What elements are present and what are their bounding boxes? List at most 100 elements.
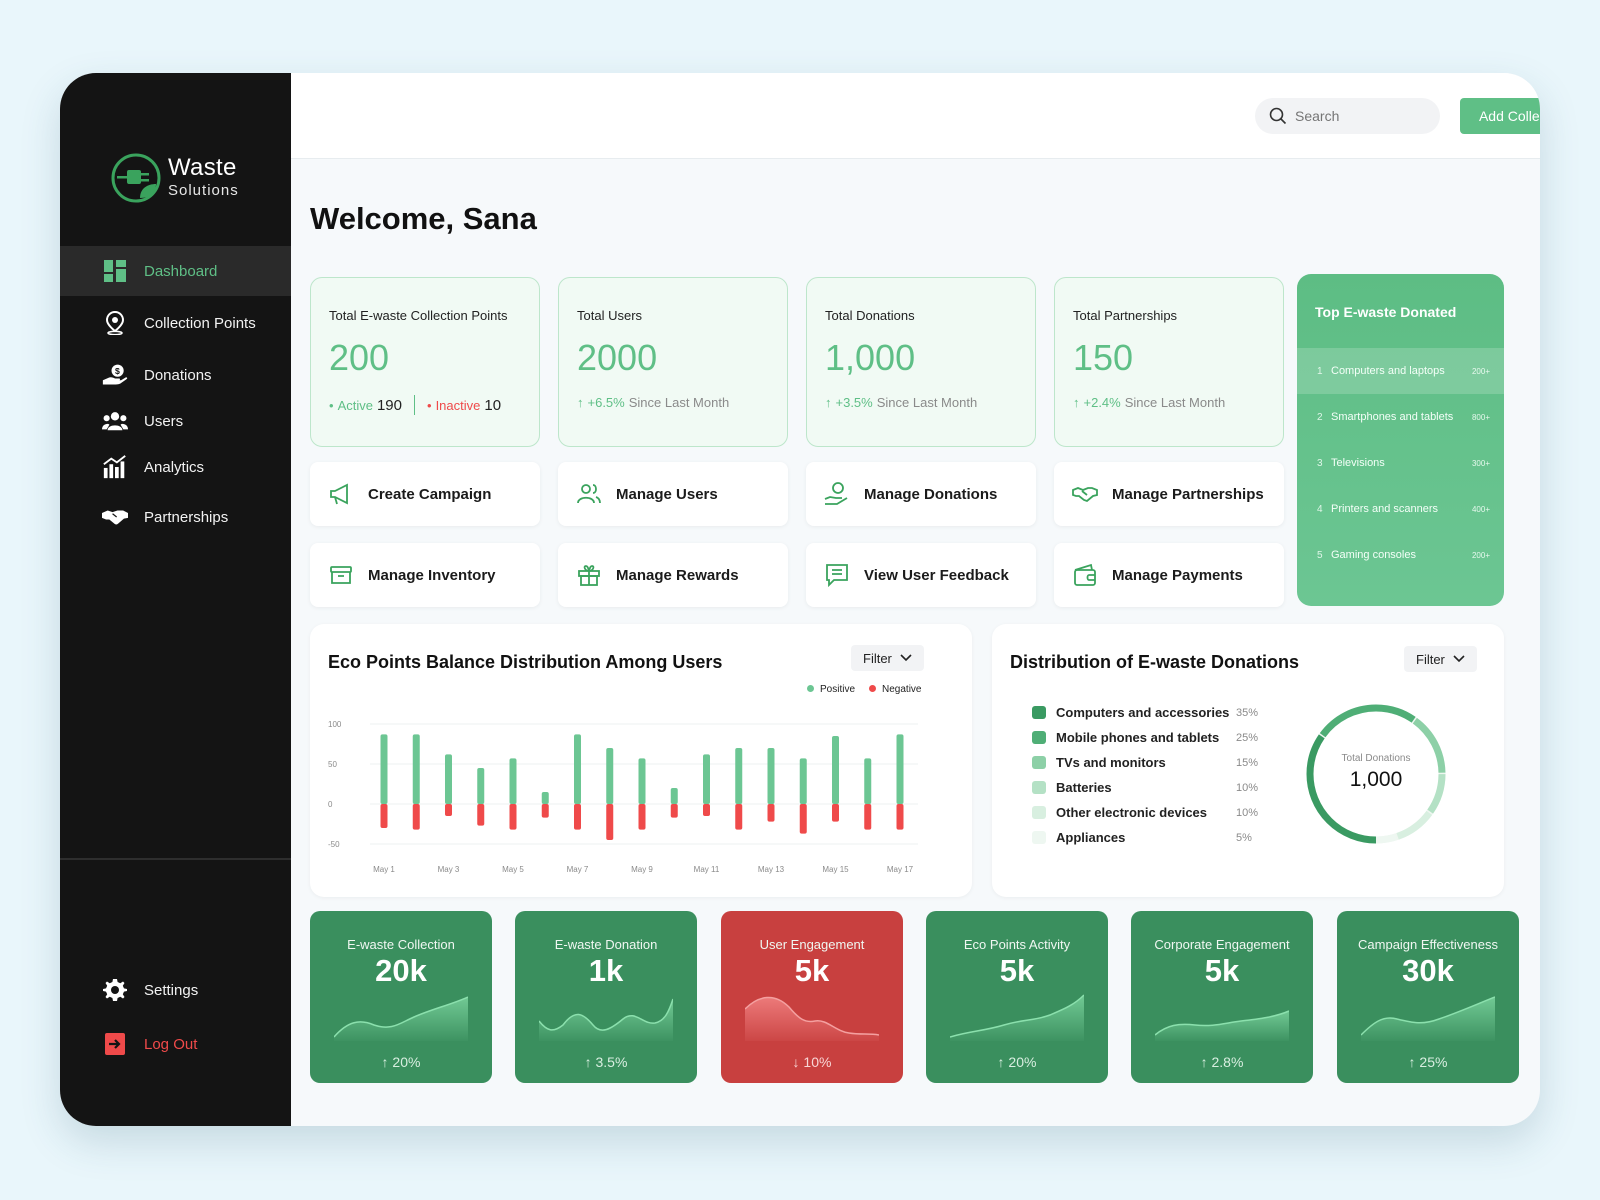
item-name: Gaming consoles	[1331, 549, 1416, 561]
brand-tagline: Solutions	[168, 182, 239, 199]
sidebar: Waste Solutions Dashboard Collection Poi…	[60, 73, 291, 1126]
list-item[interactable]: TVs and monitors 15%	[1032, 750, 1262, 775]
kpi-sparkline	[1155, 1010, 1289, 1041]
svg-text:$: $	[115, 366, 120, 376]
search-box[interactable]	[1255, 98, 1440, 134]
search-input[interactable]	[1295, 108, 1425, 124]
kpi-tile-user-engagement[interactable]: User Engagement 5k ↓ 10%	[721, 911, 903, 1083]
bar-negative	[670, 804, 678, 818]
action-label: Manage Partnerships	[1112, 485, 1264, 503]
donut-slice	[1306, 704, 1446, 844]
kpi-change: 10%	[803, 1054, 832, 1070]
kpi-sparkline	[334, 996, 468, 1041]
stat-card-collection-points[interactable]: Total E-waste Collection Points 200 • Ac…	[310, 277, 540, 447]
sidebar-item-dashboard[interactable]: Dashboard	[60, 246, 291, 296]
users-icon	[102, 408, 128, 434]
list-item[interactable]: 5 Gaming consoles 200+	[1297, 532, 1504, 578]
feedback-icon	[826, 564, 848, 588]
chart-title: Eco Points Balance Distribution Among Us…	[328, 652, 723, 672]
kpi-tile-ewaste-donation[interactable]: E-waste Donation 1k ↑ 3.5%	[515, 911, 697, 1083]
sidebar-item-logout[interactable]: Log Out	[60, 1017, 291, 1071]
dashboard-icon	[102, 258, 128, 284]
manage-inventory-button[interactable]: Manage Inventory	[310, 543, 540, 607]
stat-value: 200	[329, 337, 390, 378]
bar-positive	[477, 768, 485, 804]
manage-partnerships-button[interactable]: Manage Partnerships	[1054, 462, 1284, 526]
x-tick-label: May 13	[758, 865, 785, 874]
list-item[interactable]: 1 Computers and laptops 200+	[1297, 348, 1504, 394]
kpi-sparkline	[745, 996, 879, 1041]
list-item[interactable]: Other electronic devices 10%	[1032, 800, 1262, 825]
list-item[interactable]: Batteries 10%	[1032, 775, 1262, 800]
sidebar-item-collection-points[interactable]: Collection Points	[60, 296, 291, 350]
sidebar-item-settings[interactable]: Settings	[60, 963, 291, 1017]
sidebar-item-partnerships[interactable]: Partnerships	[60, 492, 291, 542]
sidebar-item-label: Log Out	[144, 1035, 198, 1053]
bar-negative	[606, 804, 614, 840]
bar-negative	[638, 804, 646, 830]
action-label: Manage Rewards	[616, 566, 739, 584]
brand-logo[interactable]: Waste Solutions	[110, 152, 239, 204]
kpi-change: 20%	[1008, 1054, 1037, 1070]
rank: 5	[1317, 549, 1323, 561]
active-dot: •	[329, 397, 334, 413]
arrow-up-icon: ↑	[997, 1054, 1009, 1070]
legend-label: Appliances	[1056, 830, 1126, 845]
panel-title: Top E-waste Donated	[1315, 304, 1457, 320]
stat-separator	[414, 395, 415, 415]
item-count: 800+	[1471, 412, 1490, 422]
add-collection-point-button[interactable]: Add Collection Point	[1460, 98, 1540, 134]
sidebar-item-users[interactable]: Users	[60, 400, 291, 442]
users-outline-icon	[577, 484, 601, 504]
stat-value: 2000	[577, 337, 658, 378]
eco-points-bar-chart: 100 50 0 -50 May 1 May 3 May 5 May 7 May 9 May 11…	[328, 720, 918, 874]
list-item[interactable]: Appliances 5%	[1032, 825, 1262, 850]
stat-card-donations[interactable]: Total Donations 1,000 ↑ +3.5% Since Last M…	[806, 277, 1036, 447]
bar-positive	[606, 748, 614, 804]
manage-payments-button[interactable]: Manage Payments	[1054, 543, 1284, 607]
bar-negative	[380, 804, 388, 828]
kpi-value: 20k	[375, 953, 427, 988]
create-campaign-button[interactable]: Create Campaign	[310, 462, 540, 526]
stat-change-note: Since Last Month	[876, 395, 978, 410]
legend-swatch	[1032, 781, 1046, 794]
list-item[interactable]: Mobile phones and tablets 25%	[1032, 725, 1262, 750]
legend-swatch	[1032, 806, 1046, 819]
manage-users-button[interactable]: Manage Users	[558, 462, 788, 526]
legend-percent: 5%	[1236, 831, 1252, 844]
legend-percent: 10%	[1236, 806, 1259, 819]
kpi-tile-ewaste-collection[interactable]: E-waste Collection 20k ↑ 20%	[310, 911, 492, 1083]
manage-donations-button[interactable]: Manage Donations	[806, 462, 1036, 526]
sidebar-item-donations[interactable]: $ Donations	[60, 350, 291, 400]
kpi-tile-eco-points-activity[interactable]: Eco Points Activity 5k ↑ 20%	[926, 911, 1108, 1083]
manage-rewards-button[interactable]: Manage Rewards	[558, 543, 788, 607]
sidebar-item-analytics[interactable]: Analytics	[60, 442, 291, 492]
list-item[interactable]: 3 Televisions 300+	[1297, 440, 1504, 486]
active-value: 190	[376, 396, 402, 414]
filter-dropdown[interactable]: Filter	[851, 645, 924, 671]
x-tick-label: May 9	[631, 865, 653, 874]
bar-negative	[509, 804, 517, 830]
sidebar-item-label: Partnerships	[144, 508, 229, 526]
stat-change: +3.5%	[835, 395, 873, 410]
bar-positive	[638, 758, 646, 804]
bar-positive	[670, 788, 678, 804]
stat-card-partnerships[interactable]: Total Partnerships 150 ↑ +2.4% Since Last …	[1054, 277, 1284, 447]
x-tick-label: May 7	[567, 865, 589, 874]
y-tick-label: 50	[328, 760, 337, 769]
kpi-tile-campaign-effectiveness[interactable]: Campaign Effectiveness 30k ↑ 25%	[1337, 911, 1519, 1083]
kpi-value: 30k	[1402, 953, 1454, 988]
donation-outline-icon	[824, 482, 848, 505]
kpi-sparkline	[950, 994, 1084, 1041]
list-item[interactable]: Computers and accessories 35%	[1032, 700, 1262, 725]
handshake-icon	[102, 504, 128, 530]
stat-card-users[interactable]: Total Users 2000 ↑ +6.5% Since Last Month	[558, 277, 788, 447]
filter-dropdown[interactable]: Filter	[1404, 646, 1477, 672]
rank: 3	[1317, 457, 1323, 469]
list-item[interactable]: 4 Printers and scanners 400+	[1297, 486, 1504, 532]
view-user-feedback-button[interactable]: View User Feedback	[806, 543, 1036, 607]
list-item[interactable]: 2 Smartphones and tablets 800+	[1297, 394, 1504, 440]
kpi-tile-corporate-engagement[interactable]: Corporate Engagement 5k ↑ 2.8%	[1131, 911, 1313, 1083]
legend-percent: 10%	[1236, 781, 1259, 794]
sidebar-item-label: Settings	[144, 981, 199, 999]
